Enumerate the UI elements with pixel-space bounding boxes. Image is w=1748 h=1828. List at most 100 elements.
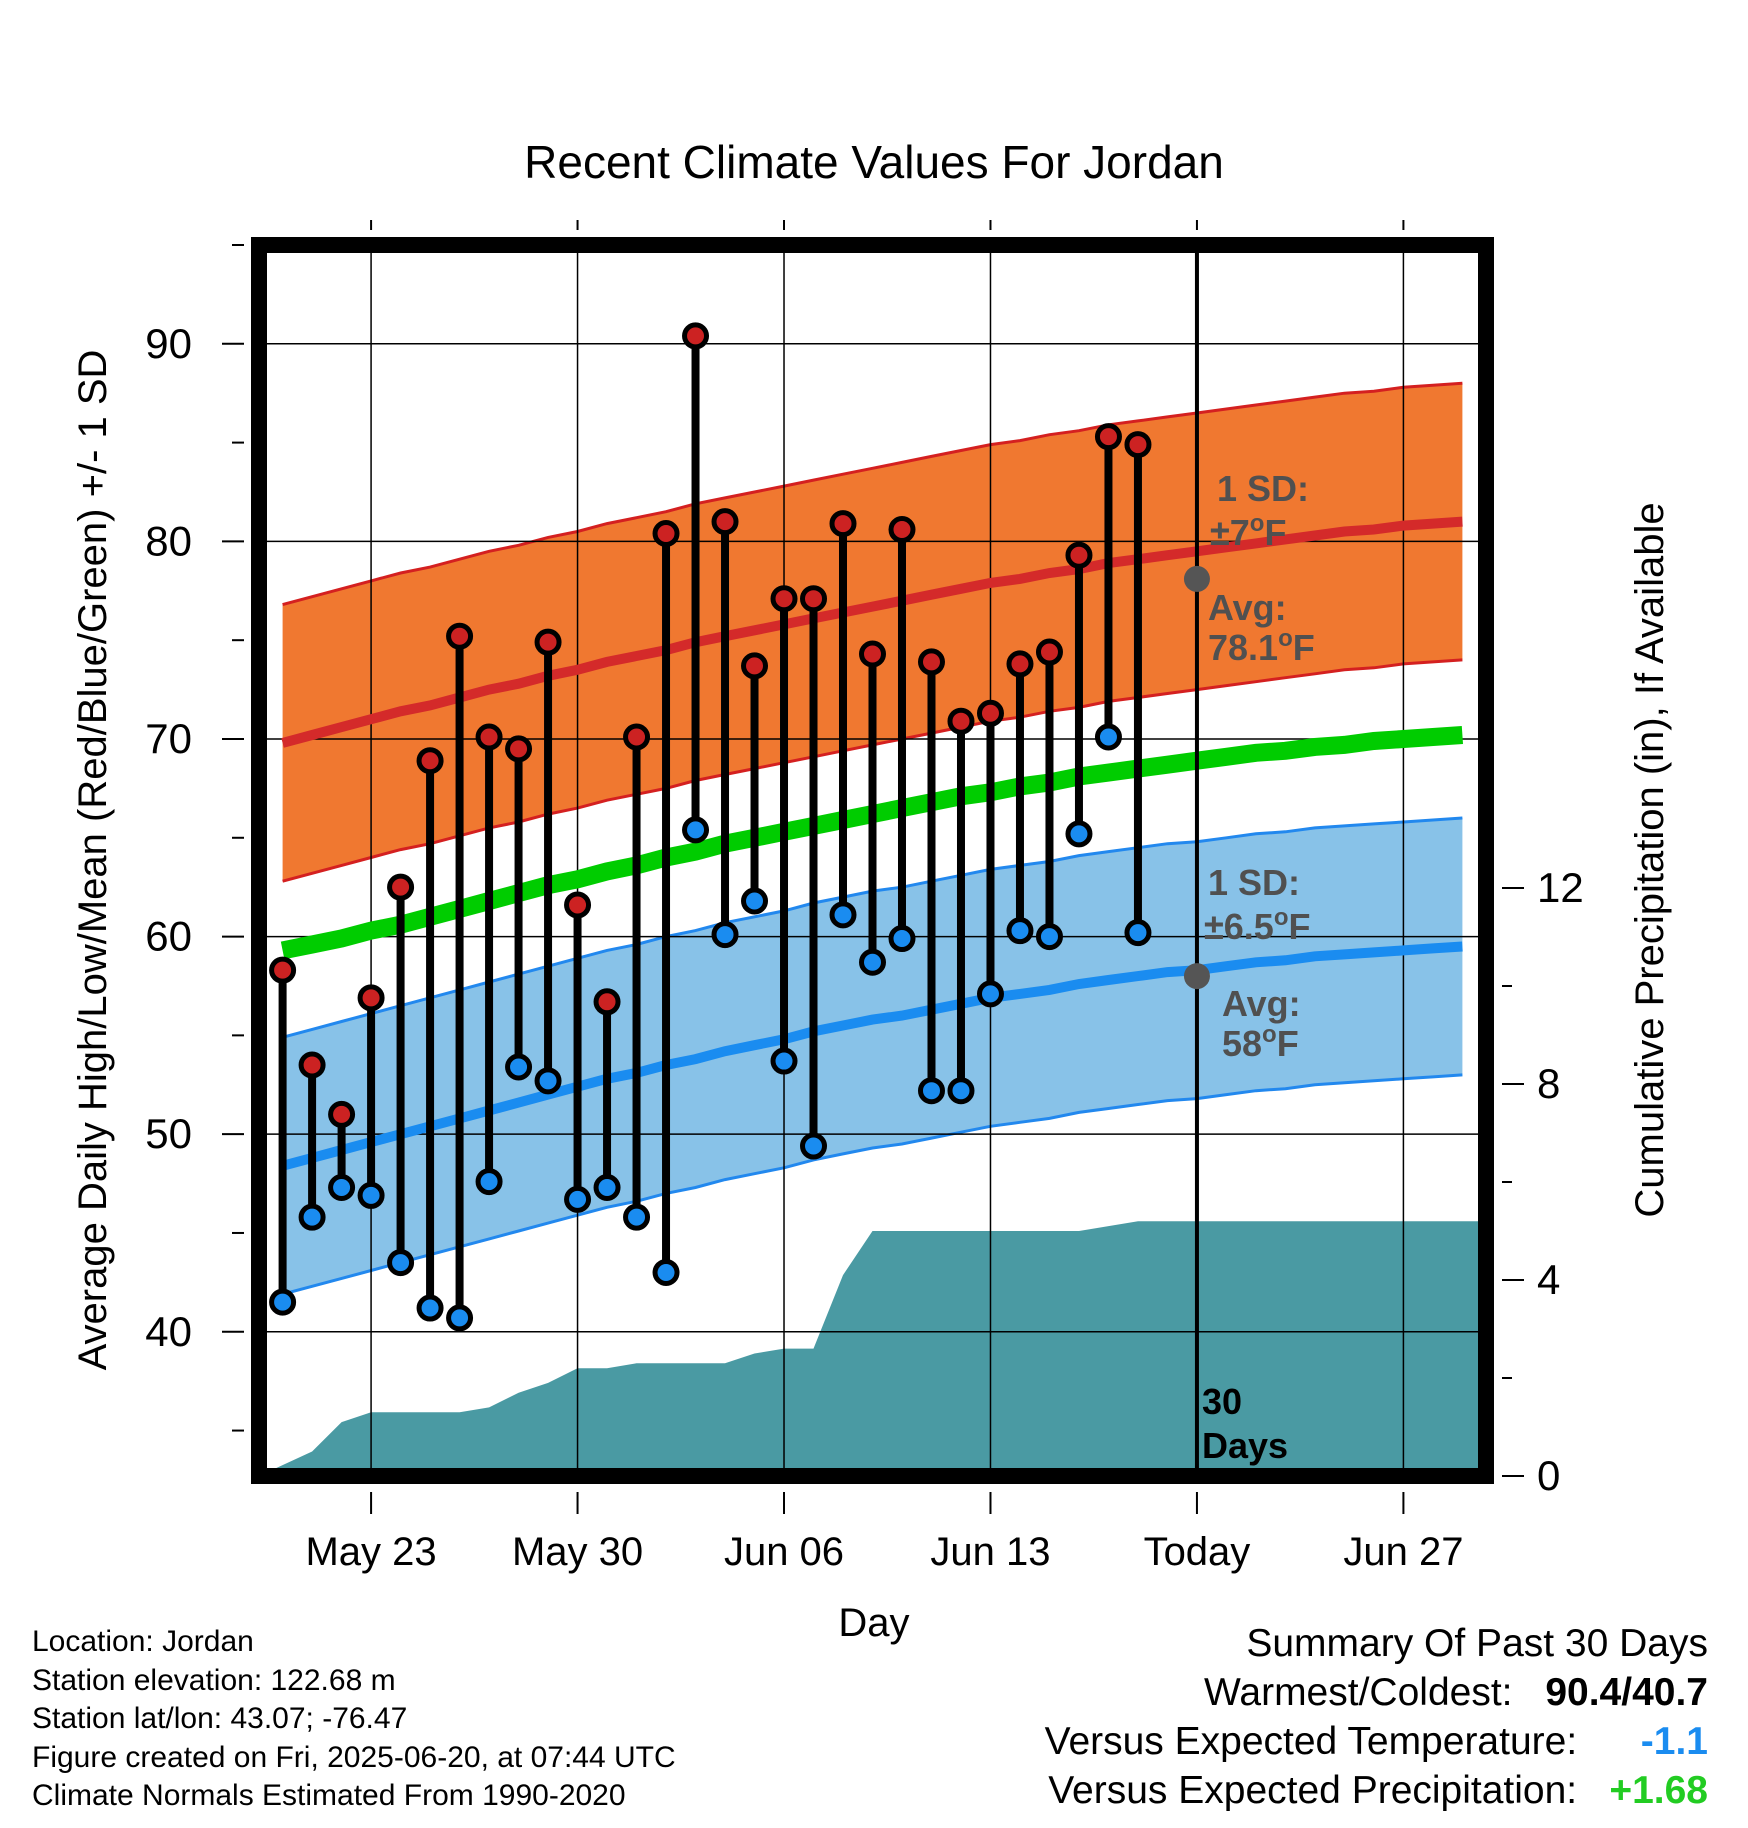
daily-high-point bbox=[298, 1051, 326, 1079]
daily-high-point bbox=[416, 747, 444, 775]
created-text: Figure created on Fri, 2025-06-20, at 07… bbox=[32, 1740, 676, 1774]
daily-high-point bbox=[357, 984, 385, 1012]
daily-low-point bbox=[741, 887, 769, 915]
daily-high-point bbox=[1094, 423, 1122, 451]
daily-high-point bbox=[682, 322, 710, 350]
daily-high-point bbox=[534, 628, 562, 656]
daily-low-point bbox=[859, 948, 886, 976]
daily-high-point bbox=[859, 640, 886, 668]
daily-high-point bbox=[652, 519, 680, 547]
days-word-label: Days bbox=[1202, 1425, 1288, 1466]
y-tick-label: 70 bbox=[145, 715, 192, 762]
y-tick-label: 50 bbox=[145, 1110, 192, 1157]
y-tick-label: 60 bbox=[145, 913, 192, 960]
daily-high-point bbox=[387, 873, 415, 901]
y-tick-label: 90 bbox=[145, 320, 192, 367]
y2-tick-label: 4 bbox=[1537, 1256, 1560, 1303]
days-count-label: 30 bbox=[1202, 1381, 1242, 1422]
high-band-upper-edge bbox=[282, 381, 1463, 607]
summary-panel: Summary Of Past 30 Days Warmest/Coldest:… bbox=[1045, 1620, 1708, 1815]
normal-low-line bbox=[281, 941, 1463, 1171]
y-axis-label: Average Daily High/Low/Mean (Red/Blue/Gr… bbox=[71, 350, 115, 1371]
warm-cold-value: 90.4/40.7 bbox=[1545, 1671, 1708, 1714]
high-sd-value: ±7oF bbox=[1210, 510, 1286, 553]
axes: 40 50 60 70 80 90 0 4 8 12 May 23 May 30 Jun 06 Jun 1… bbox=[71, 220, 1672, 1645]
daily-high-point bbox=[917, 648, 945, 676]
daily-low-point bbox=[564, 1185, 592, 1213]
plot-frame bbox=[251, 237, 1494, 1484]
daily-low-point bbox=[446, 1304, 474, 1332]
daily-high-point bbox=[1065, 541, 1093, 569]
x-tick-label: May 23 bbox=[305, 1530, 436, 1574]
temp-row: Versus Expected Temperature: -1.1 bbox=[1045, 1717, 1708, 1766]
daily-high-point bbox=[446, 622, 474, 650]
daily-high-point bbox=[505, 735, 533, 763]
daily-low-point bbox=[505, 1053, 533, 1081]
daily-low-point bbox=[976, 980, 1004, 1008]
daily-high-point bbox=[711, 508, 739, 536]
location-text: Location: Jordan bbox=[32, 1625, 254, 1658]
daily-low-point bbox=[623, 1203, 651, 1231]
elevation-text: Station elevation: 122.68 m bbox=[32, 1663, 396, 1697]
warm-cold-row: Warmest/Coldest: 90.4/40.7 bbox=[1045, 1668, 1708, 1717]
daily-low-point bbox=[593, 1174, 621, 1202]
daily-low-point bbox=[534, 1067, 562, 1095]
plot-content bbox=[259, 245, 1486, 1476]
daily-low-point bbox=[1035, 923, 1063, 951]
x-tick-label: May 30 bbox=[512, 1530, 643, 1574]
latlon-text: Station lat/lon: 43.07; -76.47 bbox=[32, 1702, 408, 1735]
daily-high-point bbox=[328, 1100, 356, 1128]
x-tick-label: Today bbox=[1144, 1530, 1251, 1574]
slash-text: / bbox=[1621, 1671, 1633, 1714]
precip-row: Versus Expected Precipitation: +1.68 bbox=[1045, 1766, 1708, 1815]
low-avg-value: 58oF bbox=[1222, 1021, 1299, 1064]
high-avg-value: 78.1oF bbox=[1208, 625, 1315, 668]
y-tick-label: 80 bbox=[145, 517, 192, 564]
daily-low-point bbox=[947, 1077, 975, 1105]
daily-low-point bbox=[387, 1249, 415, 1277]
daily-high-point bbox=[1035, 638, 1063, 666]
x-tick-label: Jun 06 bbox=[724, 1530, 844, 1574]
y2-axis-label: Cumulative Precipitation (in), If Availa… bbox=[1628, 502, 1672, 1217]
daily-low-point bbox=[328, 1174, 356, 1202]
daily-low-point bbox=[652, 1258, 680, 1286]
normals-text: Climate Normals Estimated From 1990-2020 bbox=[32, 1779, 626, 1812]
temp-value: -1.1 bbox=[1640, 1720, 1708, 1763]
y2-tick-label: 12 bbox=[1537, 864, 1584, 911]
daily-low-point bbox=[1006, 917, 1034, 945]
low-avg-label: Avg: bbox=[1222, 983, 1301, 1024]
daily-high-point bbox=[947, 707, 975, 735]
warm-cold-label: Warmest/Coldest: bbox=[1204, 1671, 1513, 1714]
daily-high-point bbox=[976, 699, 1004, 727]
coldest-value: 40.7 bbox=[1632, 1671, 1708, 1714]
x-axis-label: Day bbox=[838, 1601, 909, 1645]
daily-low-point bbox=[829, 901, 857, 929]
daily-low-point bbox=[475, 1168, 503, 1196]
y2-tick-label: 0 bbox=[1537, 1452, 1560, 1499]
daily-low-point bbox=[1124, 919, 1152, 947]
daily-low-point bbox=[917, 1077, 945, 1105]
x-tick-label: Jun 13 bbox=[930, 1530, 1050, 1574]
daily-low-point bbox=[770, 1047, 798, 1075]
daily-high-point bbox=[888, 516, 916, 544]
today-low-avg-marker bbox=[1183, 963, 1210, 990]
daily-high-point bbox=[741, 652, 769, 680]
plot-area bbox=[259, 245, 1486, 1476]
daily-low-point bbox=[888, 925, 916, 953]
precip-value: +1.68 bbox=[1609, 1769, 1708, 1812]
precip-label: Versus Expected Precipitation: bbox=[1048, 1769, 1578, 1812]
high-sd-label: 1 SD: bbox=[1217, 468, 1309, 509]
low-sd-label: 1 SD: bbox=[1208, 862, 1300, 903]
daily-high-point bbox=[593, 988, 621, 1016]
temp-label: Versus Expected Temperature: bbox=[1044, 1720, 1578, 1763]
chart-title: Recent Climate Values For Jordan bbox=[524, 136, 1224, 188]
today-high-avg-marker bbox=[1183, 565, 1210, 592]
daily-high-point bbox=[564, 891, 592, 919]
normal-high-line bbox=[281, 516, 1463, 748]
daily-low-point bbox=[1065, 820, 1093, 848]
daily-high-point bbox=[770, 585, 798, 613]
daily-low-point bbox=[357, 1181, 385, 1209]
daily-high-point bbox=[475, 723, 503, 751]
